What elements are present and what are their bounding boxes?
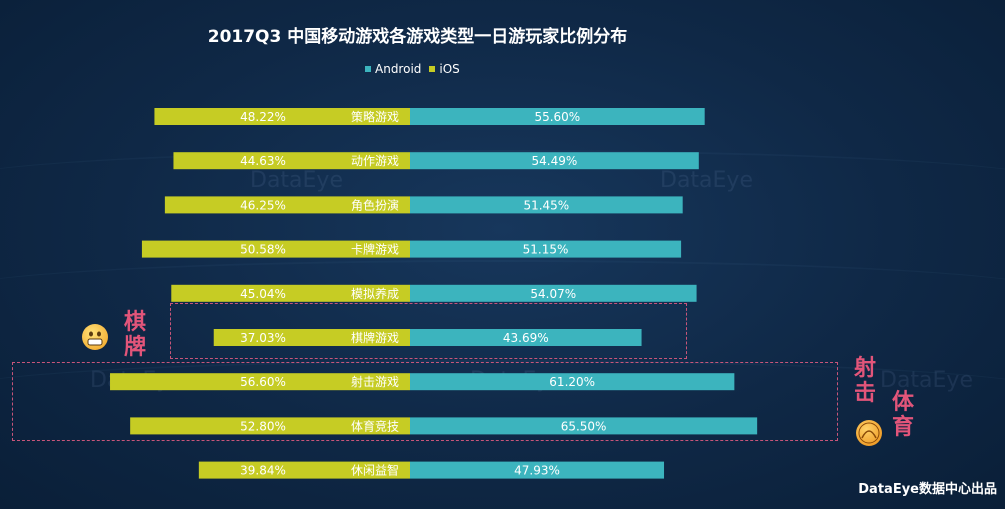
legend-label-ios: iOS (439, 62, 460, 76)
data-label-ios: 44.63% (240, 154, 286, 168)
legend-swatch-ios (429, 66, 436, 72)
data-label-android: 47.93% (514, 464, 560, 478)
bar-ios[interactable] (141, 240, 410, 258)
highlight-box-qipai (170, 303, 687, 359)
category-label: 射击游戏 (351, 374, 399, 389)
watermark: DataEye (250, 168, 343, 193)
data-label-ios: 52.80% (240, 419, 286, 433)
legend-label-android: Android (375, 62, 422, 76)
data-label-ios: 46.25% (240, 198, 286, 212)
legend-item-android[interactable]: Android (365, 62, 421, 76)
annotation-tiyu: 体育 (891, 390, 914, 441)
category-label: 卡牌游戏 (351, 243, 399, 257)
data-label-ios: 45.04% (240, 287, 286, 301)
background-wave (0, 360, 1005, 422)
annotation-qipai: 棋牌 (123, 310, 146, 361)
background-wave (0, 150, 1005, 212)
data-label-ios: 39.84% (240, 464, 286, 478)
sports-ball-icon (856, 420, 882, 446)
bar-ios[interactable] (154, 108, 410, 125)
data-label-ios: 50.58% (240, 243, 286, 257)
chart-title: 2017Q3 中国移动游戏各游戏类型一日游玩家比例分布 (207, 27, 628, 47)
data-label-ios: 56.60% (240, 375, 286, 389)
data-label-android: 51.15% (523, 243, 569, 257)
source-credit: DataEye数据中心出品 (858, 482, 997, 497)
legend-swatch-android (365, 66, 371, 72)
data-label-android: 61.20% (549, 375, 595, 389)
bar-android[interactable] (410, 284, 697, 302)
category-label: 角色扮演 (351, 197, 399, 212)
grinning-face-icon (82, 324, 108, 350)
data-label-android: 51.45% (523, 198, 569, 212)
category-label: 体育竞技 (351, 418, 399, 433)
bar-android[interactable] (410, 329, 642, 346)
bar-ios[interactable] (171, 284, 410, 302)
bar-ios[interactable] (164, 196, 410, 214)
data-label-android: 43.69% (503, 331, 549, 345)
bar-ios[interactable] (130, 417, 410, 435)
grinning-face-icon-graphic (87, 331, 103, 346)
bar-android[interactable] (410, 108, 705, 125)
bar-android[interactable] (410, 461, 665, 479)
data-label-android: 55.60% (534, 110, 580, 124)
sports-ball-icon-graphic (858, 422, 880, 444)
data-label-android: 54.07% (530, 287, 576, 301)
bar-ios[interactable] (198, 461, 410, 479)
bar-android[interactable] (410, 373, 735, 391)
watermark: DataEye (660, 168, 753, 193)
data-label-ios: 37.03% (240, 331, 286, 345)
category-label: 休闲益智 (351, 463, 399, 478)
bar-android[interactable] (410, 196, 683, 214)
watermark: DataEye (880, 368, 973, 393)
data-label-android: 65.50% (561, 419, 607, 433)
category-label: 模拟养成 (351, 286, 399, 301)
annotation-sheji: 射击 (853, 356, 876, 407)
background-wave (0, 260, 1005, 322)
highlight-box-shooting-sports (12, 362, 838, 441)
data-label-android: 54.49% (532, 154, 578, 168)
category-label: 棋牌游戏 (351, 331, 399, 345)
data-label-ios: 48.22% (240, 110, 286, 124)
bar-android[interactable] (410, 152, 699, 170)
bar-ios[interactable] (213, 329, 410, 346)
bar-android[interactable] (410, 240, 682, 258)
bar-ios[interactable] (173, 152, 410, 170)
category-label: 策略游戏 (351, 109, 399, 124)
legend-item-ios[interactable]: iOS (429, 62, 460, 76)
bar-android[interactable] (410, 417, 758, 435)
category-label: 动作游戏 (351, 154, 399, 168)
bar-ios[interactable] (110, 373, 411, 391)
legend: Android iOS (365, 62, 460, 76)
